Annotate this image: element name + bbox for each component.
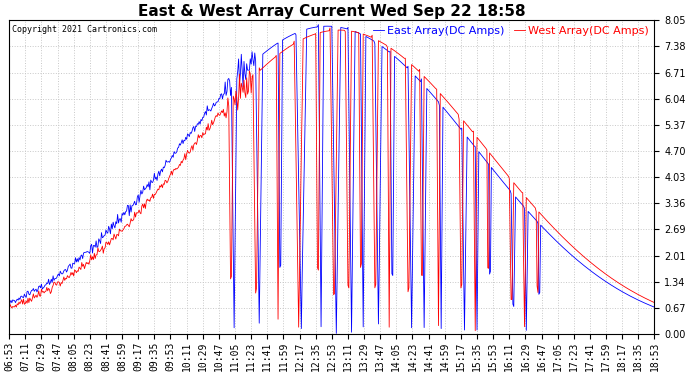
West Array(DC Amps) bbox=[471, 328, 480, 333]
East Array(DC Amps) bbox=[147, 178, 155, 182]
East Array(DC Amps) bbox=[323, 24, 331, 28]
West Array(DC Amps) bbox=[5, 309, 13, 314]
East Array(DC Amps) bbox=[5, 304, 13, 309]
East Array(DC Amps) bbox=[332, 331, 340, 336]
Title: East & West Array Current Wed Sep 22 18:58: East & West Array Current Wed Sep 22 18:… bbox=[138, 4, 526, 19]
West Array(DC Amps) bbox=[593, 266, 601, 270]
Line: East Array(DC Amps): East Array(DC Amps) bbox=[9, 25, 655, 333]
East Array(DC Amps) bbox=[593, 273, 601, 278]
West Array(DC Amps) bbox=[175, 165, 183, 169]
West Array(DC Amps) bbox=[651, 300, 659, 305]
East Array(DC Amps) bbox=[451, 119, 459, 124]
East Array(DC Amps) bbox=[651, 305, 659, 309]
Line: West Array(DC Amps): West Array(DC Amps) bbox=[9, 28, 655, 331]
East Array(DC Amps) bbox=[314, 22, 322, 27]
Text: Copyright 2021 Cartronics.com: Copyright 2021 Cartronics.com bbox=[12, 25, 157, 34]
West Array(DC Amps) bbox=[386, 186, 394, 190]
West Array(DC Amps) bbox=[147, 195, 155, 200]
Legend: East Array(DC Amps), West Array(DC Amps): East Array(DC Amps), West Array(DC Amps) bbox=[373, 26, 649, 36]
West Array(DC Amps) bbox=[450, 107, 458, 111]
East Array(DC Amps) bbox=[387, 162, 395, 166]
West Array(DC Amps) bbox=[326, 26, 334, 30]
West Array(DC Amps) bbox=[322, 29, 331, 33]
East Array(DC Amps) bbox=[175, 145, 183, 150]
